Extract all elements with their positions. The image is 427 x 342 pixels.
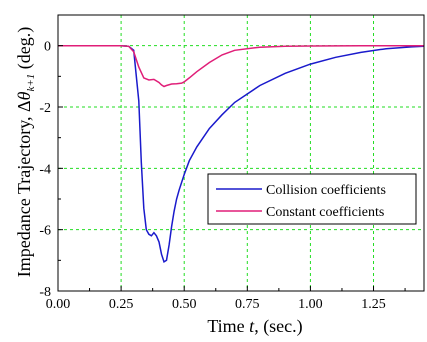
series-line-collision [58, 44, 425, 264]
ticks [57, 45, 406, 292]
series-line-constant [58, 44, 424, 88]
series-layer [58, 44, 425, 264]
y-tick-label: -8 [39, 285, 51, 300]
legend-box [207, 173, 417, 225]
y-axis-title: Impedance Trajectory, Δθk+1 (deg.) [14, 27, 37, 278]
y-tick-label: 0 [44, 40, 51, 55]
tick-labels: 0.00 0.25 0.50 0.75 1.00 1.25 0 -2 -4 -6 -8 [39, 40, 385, 312]
y-tick-label: -2 [39, 101, 51, 116]
legend-label-collision: Collision coefficients [266, 183, 386, 198]
legend-label-constant: Constant coefficients [266, 205, 384, 220]
x-tick-label: 0.50 [172, 297, 197, 312]
x-axis-title: Time t, (sec.) [207, 316, 302, 337]
x-tick-label: 0.25 [109, 297, 134, 312]
x-tick-label: 1.25 [361, 297, 386, 312]
grid [58, 15, 424, 291]
y-tick-label: -4 [39, 162, 51, 177]
legend: Collision coefficients Constant coeffici… [207, 173, 417, 225]
x-tick-label: 0.00 [46, 297, 71, 312]
x-tick-label: 1.00 [298, 297, 323, 312]
x-tick-label: 0.75 [235, 297, 260, 312]
y-tick-label: -6 [39, 224, 51, 239]
plot-frame [57, 14, 425, 292]
